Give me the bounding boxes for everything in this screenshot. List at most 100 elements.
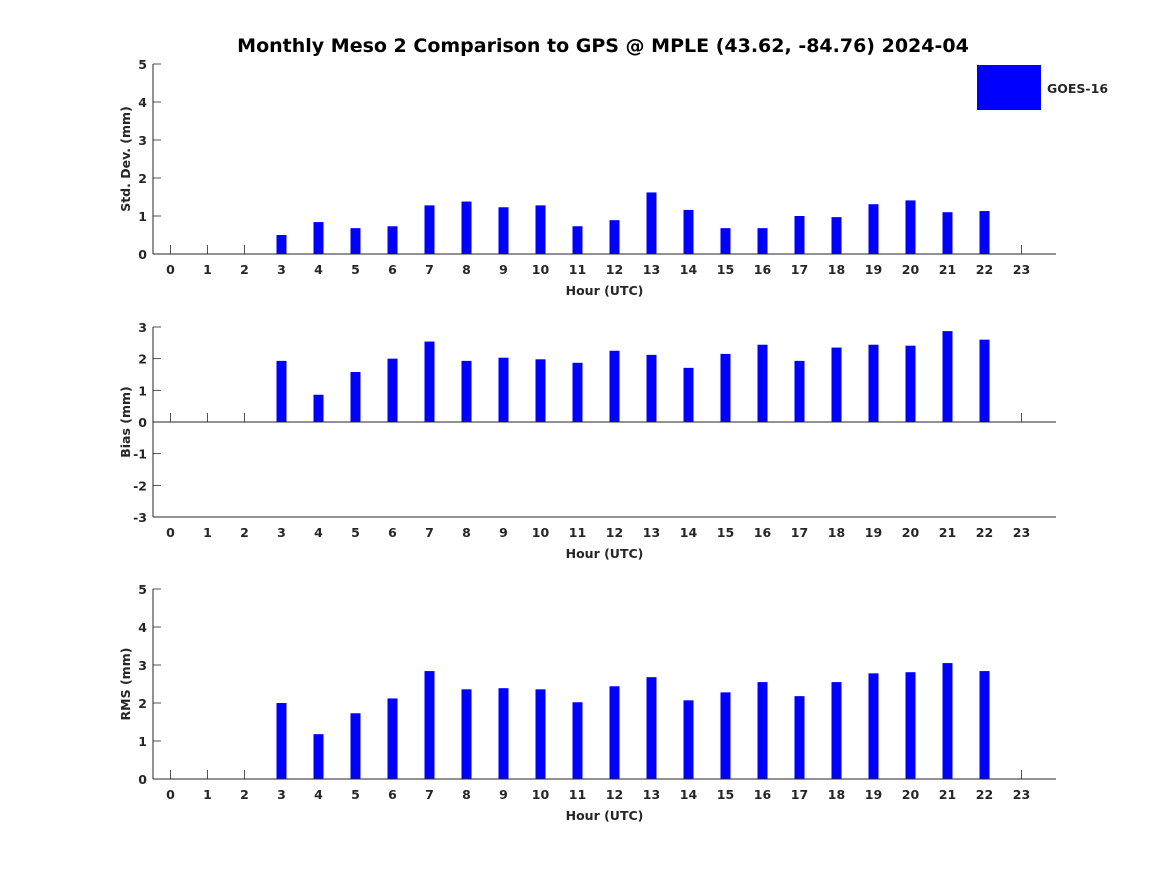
x-tick-label: 21 xyxy=(939,787,956,802)
x-tick-label: 4 xyxy=(314,525,323,540)
x-tick-label: 22 xyxy=(976,787,993,802)
bar-hour-15 xyxy=(720,692,731,779)
bar-hour-15 xyxy=(720,228,731,254)
y-tick-label: 4 xyxy=(138,620,147,635)
x-tick-label: 17 xyxy=(791,787,808,802)
bar-hour-12 xyxy=(609,686,620,779)
bar-hour-13 xyxy=(646,354,657,422)
x-tick-label: 21 xyxy=(939,262,956,277)
y-tick-label: 0 xyxy=(138,247,147,262)
bar-hour-14 xyxy=(683,700,694,779)
x-tick-label: 0 xyxy=(166,787,175,802)
x-tick-label: 22 xyxy=(976,262,993,277)
x-tick-label: 18 xyxy=(828,525,845,540)
bar-hour-13 xyxy=(646,192,657,254)
y-tick-label: 1 xyxy=(138,209,147,224)
x-tick-label: 7 xyxy=(425,787,434,802)
x-tick-label: 0 xyxy=(166,262,175,277)
bar-hour-18 xyxy=(831,347,842,422)
bar-hour-6 xyxy=(387,226,398,254)
bar-hour-16 xyxy=(757,682,768,779)
x-tick-label: 17 xyxy=(791,525,808,540)
x-tick-label: 10 xyxy=(532,787,550,802)
bar-hour-21 xyxy=(942,212,953,254)
x-tick-label: 7 xyxy=(425,525,434,540)
y-axis-label: Std. Dev. (mm) xyxy=(118,106,133,212)
bar-hour-10 xyxy=(535,205,546,254)
bar-hour-4 xyxy=(313,734,324,779)
x-tick-label: 18 xyxy=(828,787,845,802)
x-tick-label: 15 xyxy=(717,262,734,277)
x-tick-label: 12 xyxy=(606,787,623,802)
bar-hour-5 xyxy=(350,228,361,254)
y-tick-label: 1 xyxy=(138,383,147,398)
x-axis-label: Hour (UTC) xyxy=(566,283,644,298)
x-tick-label: 1 xyxy=(203,787,212,802)
bar-hour-19 xyxy=(868,673,879,779)
x-tick-label: 20 xyxy=(902,262,920,277)
bar-hour-19 xyxy=(868,344,879,422)
y-tick-label: 4 xyxy=(138,95,147,110)
bar-hour-19 xyxy=(868,204,879,254)
y-tick-label: -1 xyxy=(133,447,147,462)
bar-hour-16 xyxy=(757,344,768,422)
x-tick-label: 7 xyxy=(425,262,434,277)
y-tick-label: -3 xyxy=(133,510,147,525)
x-tick-label: 23 xyxy=(1013,787,1030,802)
x-tick-label: 14 xyxy=(680,262,698,277)
bar-hour-10 xyxy=(535,689,546,779)
x-tick-label: 14 xyxy=(680,525,698,540)
x-tick-label: 9 xyxy=(499,787,508,802)
bar-hour-11 xyxy=(572,702,583,779)
legend: GOES-16 xyxy=(977,65,1108,110)
bar-hour-14 xyxy=(683,367,694,422)
x-tick-label: 16 xyxy=(754,525,772,540)
y-tick-label: 3 xyxy=(138,658,147,673)
y-tick-label: 0 xyxy=(138,415,147,430)
x-tick-label: 20 xyxy=(902,787,920,802)
x-tick-label: 8 xyxy=(462,525,471,540)
bar-hour-7 xyxy=(424,671,435,779)
x-tick-label: 8 xyxy=(462,787,471,802)
x-tick-label: 6 xyxy=(388,787,397,802)
x-tick-label: 9 xyxy=(499,262,508,277)
x-tick-label: 9 xyxy=(499,525,508,540)
x-tick-label: 21 xyxy=(939,525,956,540)
x-tick-label: 22 xyxy=(976,525,993,540)
x-tick-label: 13 xyxy=(643,262,660,277)
y-tick-label: -2 xyxy=(133,478,147,493)
bar-hour-4 xyxy=(313,394,324,422)
x-tick-label: 10 xyxy=(532,262,550,277)
x-axis-label: Hour (UTC) xyxy=(566,808,644,823)
x-tick-label: 11 xyxy=(569,262,586,277)
x-tick-label: 5 xyxy=(351,525,360,540)
y-tick-label: 3 xyxy=(138,320,147,335)
x-tick-label: 5 xyxy=(351,787,360,802)
x-tick-label: 19 xyxy=(865,525,882,540)
bar-hour-15 xyxy=(720,353,731,422)
bar-hour-12 xyxy=(609,220,620,254)
bar-hour-11 xyxy=(572,362,583,422)
bar-hour-10 xyxy=(535,359,546,422)
y-axis-label: RMS (mm) xyxy=(118,648,133,721)
bar-hour-22 xyxy=(979,671,990,779)
bar-hour-22 xyxy=(979,211,990,254)
bar-hour-5 xyxy=(350,713,361,779)
bar-hour-6 xyxy=(387,358,398,422)
y-tick-label: 5 xyxy=(138,57,147,72)
bar-hour-20 xyxy=(905,345,916,422)
y-tick-label: 5 xyxy=(138,582,147,597)
x-tick-label: 16 xyxy=(754,262,772,277)
x-tick-label: 11 xyxy=(569,787,586,802)
bar-hour-3 xyxy=(276,235,287,254)
x-tick-label: 2 xyxy=(240,262,249,277)
x-tick-label: 12 xyxy=(606,262,623,277)
legend-label: GOES-16 xyxy=(1047,81,1108,96)
x-tick-label: 3 xyxy=(277,262,286,277)
x-tick-label: 8 xyxy=(462,262,471,277)
bar-hour-18 xyxy=(831,682,842,779)
x-tick-label: 4 xyxy=(314,262,323,277)
